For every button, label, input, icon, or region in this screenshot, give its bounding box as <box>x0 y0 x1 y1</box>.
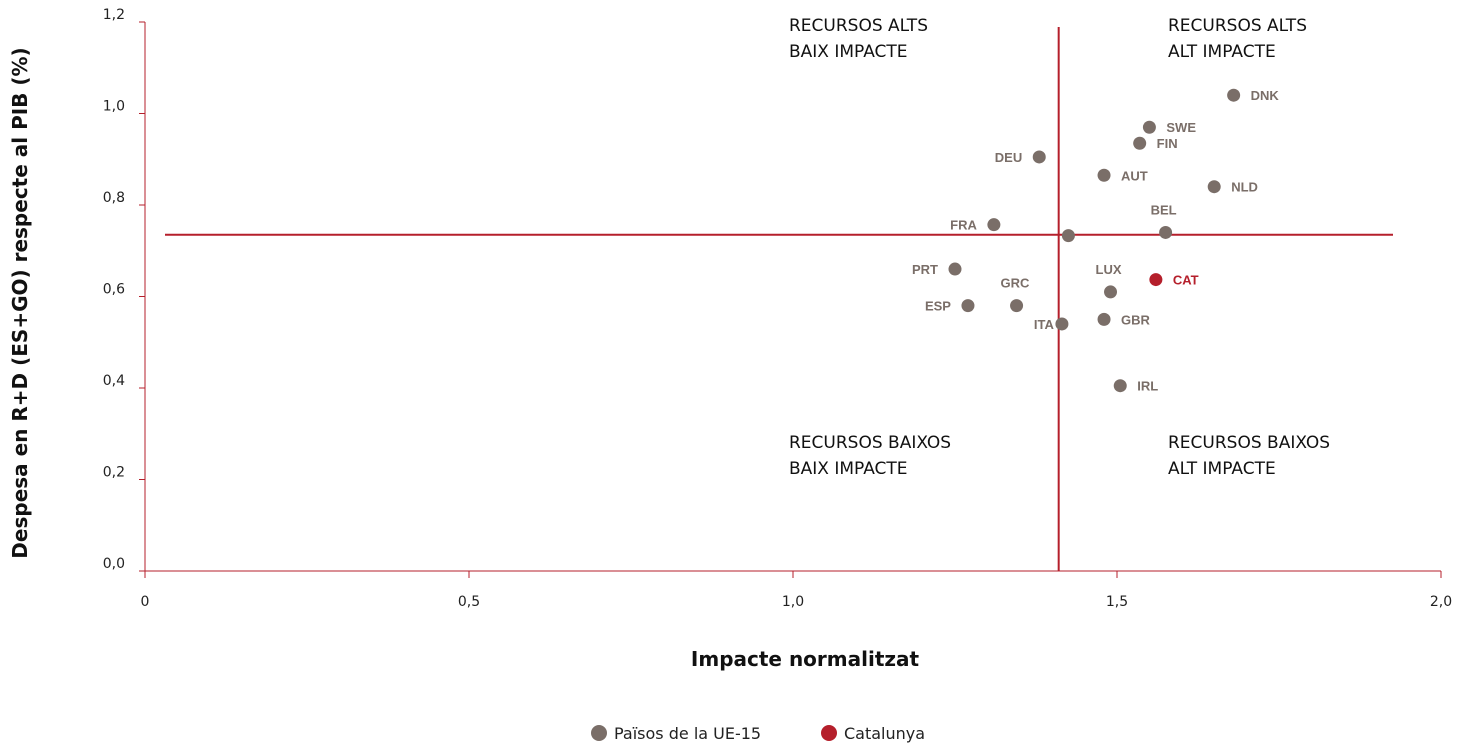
x-tick-label: 2,0 <box>1430 594 1452 610</box>
x-tick-label: 0 <box>141 594 150 610</box>
y-tick-label: 0,6 <box>103 282 125 298</box>
quadrant-label-top-right-line1: RECURSOS ALTS <box>1168 16 1307 36</box>
point-deu <box>1032 150 1046 164</box>
point-label-fin: FIN <box>1157 136 1178 151</box>
y-tick-label: 1,2 <box>103 7 125 23</box>
point-nld <box>1207 180 1221 194</box>
quadrant-label-top-left-line1: RECURSOS ALTS <box>789 16 928 36</box>
point-label-aut: AUT <box>1121 168 1148 183</box>
point-lux <box>1104 285 1118 299</box>
quadrant-label-bottom-right-line1: RECURSOS BAIXOS <box>1168 433 1330 453</box>
point-irl <box>1113 379 1127 393</box>
point-dnk <box>1227 88 1241 102</box>
point-label-bel: BEL <box>1151 202 1177 217</box>
point-label-esp: ESP <box>925 299 951 314</box>
x-tick-label: 1,0 <box>782 594 804 610</box>
quadrant-labels: RECURSOS ALTS BAIX IMPACTE RECURSOS ALTS AL… <box>789 16 1330 479</box>
point-label-cat: CAT <box>1173 273 1199 288</box>
point-label-lux: LUX <box>1096 262 1122 277</box>
point-label-irl: IRL <box>1137 379 1158 394</box>
y-tick-label: 0,0 <box>103 556 125 572</box>
quadrant-label-top-left-line2: BAIX IMPACTE <box>789 42 908 62</box>
point-label-deu: DEU <box>995 150 1022 165</box>
point-label-nld: NLD <box>1231 180 1258 195</box>
point-prt <box>948 262 962 276</box>
x-tick-label: 1,5 <box>1106 594 1128 610</box>
reference-lines <box>165 27 1393 571</box>
point-ita <box>1055 317 1069 331</box>
point-bel <box>1159 225 1173 239</box>
point-label-grc: GRC <box>1001 276 1031 291</box>
x-tick-label: 0,5 <box>458 594 480 610</box>
point-fra <box>987 218 1001 232</box>
point-aut <box>1097 168 1111 182</box>
point-label-dnk: DNK <box>1251 88 1280 103</box>
legend-item-ue15-label: Països de la UE-15 <box>614 724 761 743</box>
point-label-fra: FRA <box>950 218 977 233</box>
point-fin <box>1133 136 1147 150</box>
legend-item-ue15-marker <box>591 725 607 741</box>
point-unlabeled-8 <box>1061 229 1075 243</box>
point-gbr <box>1097 312 1111 326</box>
quadrant-label-bottom-left-line2: BAIX IMPACTE <box>789 459 908 479</box>
point-label-ita: ITA <box>1034 317 1055 332</box>
y-tick-label: 1,0 <box>103 99 125 115</box>
y-tick-label: 0,8 <box>103 190 125 206</box>
point-label-gbr: GBR <box>1121 312 1151 327</box>
legend: Països de la UE-15 Catalunya <box>591 724 925 743</box>
point-label-prt: PRT <box>912 262 938 277</box>
point-cat <box>1149 273 1163 287</box>
point-esp <box>961 299 975 313</box>
point-grc <box>1010 299 1024 313</box>
y-tick-label: 0,4 <box>103 373 125 389</box>
point-label-swe: SWE <box>1166 120 1196 135</box>
x-axis-title: Impacte normalitzat <box>691 647 920 671</box>
quadrant-label-bottom-right-line2: ALT IMPACTE <box>1168 459 1276 479</box>
y-axis-title: Despesa en R+D (ES+GO) respecte al PIB (… <box>8 47 32 558</box>
legend-item-catalunya-label: Catalunya <box>844 724 925 743</box>
quadrant-label-top-right-line2: ALT IMPACTE <box>1168 42 1276 62</box>
legend-item-catalunya-marker <box>821 725 837 741</box>
axes: 0 0,5 1,0 1,5 2,0 0,0 0,2 0,4 0,6 0,8 1,0 1,2 <box>103 7 1452 610</box>
quadrant-label-bottom-left-line1: RECURSOS BAIXOS <box>789 433 951 453</box>
y-tick-label: 0,2 <box>103 465 125 481</box>
point-swe <box>1142 120 1156 134</box>
